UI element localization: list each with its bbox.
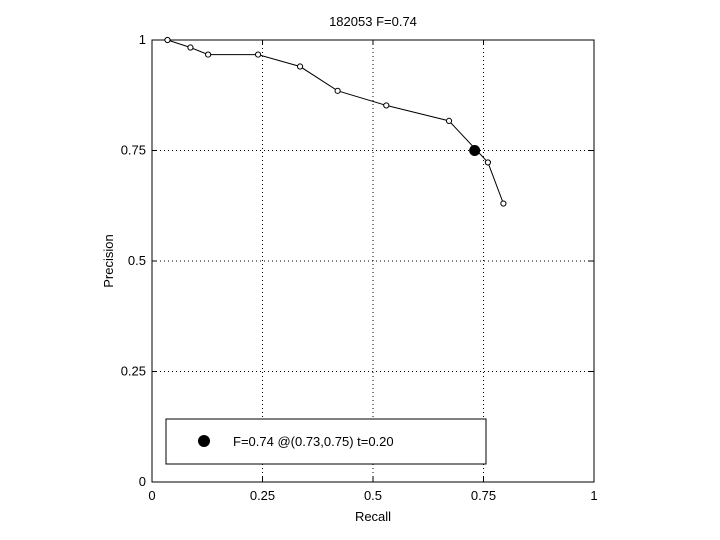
best-f-point (469, 145, 481, 156)
legend: F=0.74 @(0.73,0.75) t=0.20 (165, 418, 487, 465)
data-point (296, 63, 304, 70)
y-tick-label: 0.25 (121, 364, 146, 379)
x-tick-label: 1 (590, 488, 597, 503)
series-line (167, 39, 504, 204)
data-point (484, 159, 492, 166)
legend-marker (198, 435, 210, 447)
x-tick-label: 0.25 (250, 488, 275, 503)
data-point (164, 36, 171, 44)
x-tick-label: 0 (148, 488, 155, 503)
x-tick-label: 0.5 (364, 488, 382, 503)
y-tick-label: 0.75 (121, 143, 146, 158)
series-layer (164, 36, 507, 207)
y-tick-label: 1 (139, 32, 146, 47)
x-tick-label: 0.75 (471, 488, 496, 503)
chart-title: 182053 F=0.74 (329, 14, 417, 29)
legend-text: F=0.74 @(0.73,0.75) t=0.20 (233, 434, 394, 449)
y-tick-label: 0 (139, 474, 146, 489)
data-point (205, 51, 212, 58)
x-axis-label: Recall (355, 509, 391, 524)
y-tick-label: 0.5 (128, 253, 146, 268)
y-axis-label: Precision (101, 234, 116, 287)
data-point (334, 87, 341, 94)
data-point (187, 44, 194, 51)
data-point (445, 117, 453, 124)
data-point (254, 51, 262, 58)
data-point (500, 200, 507, 207)
data-point (383, 102, 390, 109)
legend-box (165, 418, 487, 465)
grid-lines (152, 40, 594, 482)
axis-ticks: 0 0.25 0.5 0.75 1 0 0.25 0.5 0.75 1 (121, 32, 598, 503)
